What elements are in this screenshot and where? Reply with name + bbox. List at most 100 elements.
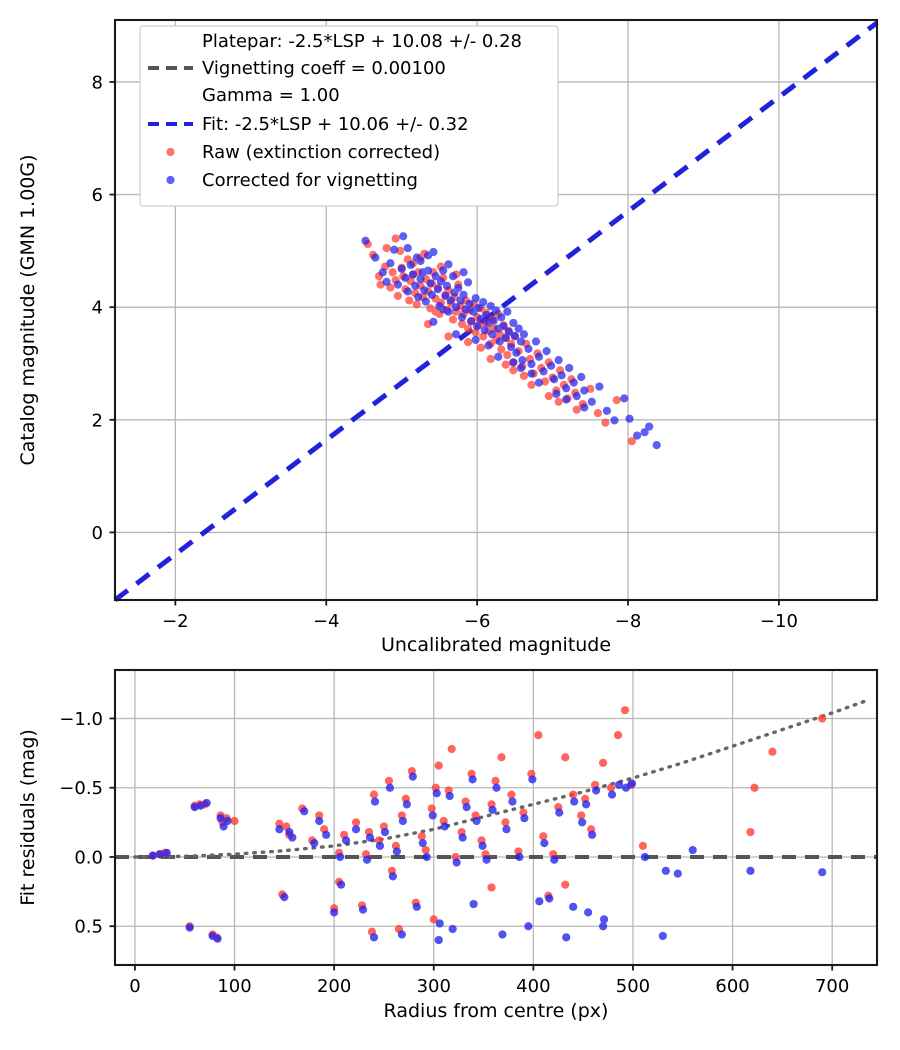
- data-point: [422, 852, 431, 862]
- data-point: [577, 372, 586, 382]
- data-point: [491, 776, 500, 785]
- top-x-axis-label: Uncalibrated magnitude: [381, 634, 611, 656]
- data-point: [539, 832, 548, 841]
- x-tick-label: 0: [129, 976, 140, 997]
- data-point: [275, 825, 284, 834]
- data-point: [448, 924, 457, 934]
- data-point: [280, 893, 289, 902]
- data-point: [459, 268, 468, 277]
- legend-label-corrected: Corrected for vignetting: [202, 170, 418, 191]
- data-point: [534, 730, 543, 740]
- data-point: [507, 790, 516, 799]
- data-point: [393, 291, 403, 301]
- data-point: [388, 268, 397, 277]
- data-point: [584, 908, 593, 917]
- data-point: [524, 922, 533, 931]
- data-point: [427, 290, 436, 299]
- data-point: [569, 378, 578, 387]
- data-point: [412, 300, 421, 309]
- data-point: [607, 790, 617, 799]
- data-point: [434, 761, 443, 770]
- data-point: [495, 337, 504, 346]
- x-tick-label: −10: [760, 611, 798, 632]
- data-point: [382, 277, 391, 286]
- data-point: [501, 818, 510, 827]
- data-point: [341, 836, 351, 845]
- data-point: [487, 883, 496, 892]
- data-point: [509, 318, 518, 328]
- legend-label-platepar-1: Platepar: -2.5*LSP + 10.08 +/- 0.28: [202, 31, 522, 52]
- data-point: [539, 367, 548, 376]
- data-point: [582, 800, 591, 809]
- data-point: [580, 386, 589, 395]
- data-point: [414, 292, 423, 302]
- data-point: [230, 816, 239, 826]
- fit-line-top: [113, 20, 879, 602]
- data-point: [412, 902, 421, 911]
- data-point: [423, 266, 433, 275]
- data-point: [632, 431, 642, 440]
- data-point: [365, 833, 375, 842]
- data-point: [471, 328, 480, 337]
- data-point: [544, 392, 553, 401]
- data-point: [627, 779, 637, 788]
- data-point: [476, 343, 486, 352]
- data-point: [510, 331, 519, 341]
- data-point: [444, 260, 453, 269]
- data-point: [621, 783, 631, 792]
- data-point: [162, 848, 171, 857]
- x-tick-label: −2: [162, 611, 189, 632]
- data-point: [593, 408, 602, 418]
- data-point: [515, 852, 524, 862]
- data-point: [562, 384, 571, 393]
- data-point: [436, 277, 446, 286]
- data-point: [503, 350, 512, 360]
- data-point: [439, 266, 448, 275]
- data-point: [592, 786, 601, 795]
- data-point: [405, 296, 414, 305]
- data-point: [452, 858, 461, 867]
- data-point: [393, 280, 403, 289]
- y-tick-label: 0: [92, 523, 103, 544]
- x-tick-label: 300: [417, 976, 451, 997]
- data-point: [478, 841, 487, 850]
- data-point: [378, 268, 387, 277]
- data-point: [580, 403, 589, 412]
- data-point: [418, 839, 427, 848]
- bottom-plot-frame: [113, 668, 879, 967]
- data-point: [429, 915, 438, 924]
- data-point: [442, 281, 452, 290]
- data-point: [572, 405, 581, 414]
- data-point: [471, 294, 480, 303]
- data-point: [185, 923, 194, 932]
- data-point: [479, 298, 488, 307]
- data-point: [403, 243, 412, 253]
- legend-box: [139, 25, 559, 207]
- x-tick-label: −6: [464, 611, 491, 632]
- data-point: [431, 272, 440, 281]
- data-point: [336, 852, 345, 862]
- data-point: [527, 369, 536, 378]
- data-point: [599, 915, 609, 924]
- data-point: [562, 933, 571, 942]
- data-point: [527, 359, 536, 369]
- data-point: [645, 422, 654, 431]
- data-point: [519, 330, 529, 339]
- data-point: [578, 818, 587, 827]
- data-point: [401, 273, 410, 283]
- data-point: [479, 332, 488, 341]
- data-point: [527, 380, 536, 389]
- data-point: [390, 245, 399, 254]
- data-point: [351, 825, 361, 834]
- data-point: [638, 841, 648, 850]
- x-tick-label: 600: [715, 976, 749, 997]
- data-point: [435, 919, 444, 928]
- data-point: [499, 322, 508, 331]
- data-point: [552, 389, 561, 399]
- data-point: [503, 307, 512, 316]
- data-point: [382, 243, 391, 253]
- data-point: [673, 869, 682, 878]
- data-point: [447, 744, 456, 754]
- data-point: [598, 922, 608, 931]
- data-point: [402, 800, 411, 809]
